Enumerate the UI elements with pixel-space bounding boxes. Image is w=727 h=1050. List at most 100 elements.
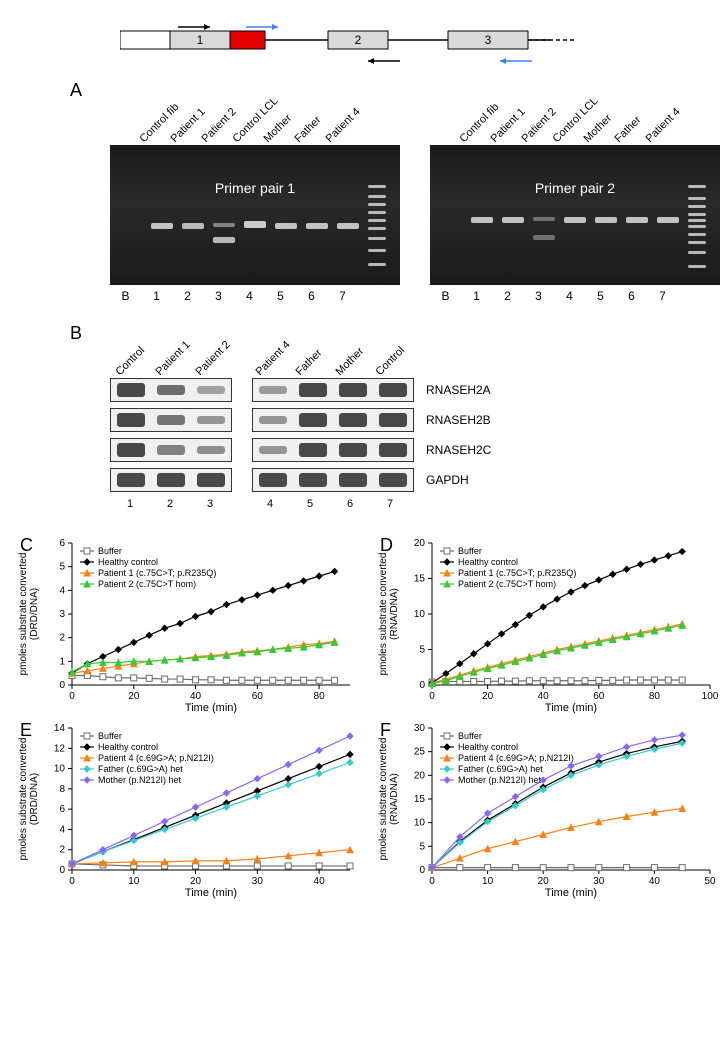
gel-band [502, 217, 524, 223]
blot-lane-label: Control [114, 344, 148, 378]
lane-number: 4 [234, 289, 265, 303]
blot-row: RNASEH2A [110, 378, 717, 402]
svg-text:Time (min): Time (min) [545, 887, 597, 899]
panel-b: B ControlPatient 1Patient 2 Patient 4Fat… [10, 323, 717, 535]
blot-lane-label: Patient 2 [194, 339, 233, 378]
svg-text:Healthy control: Healthy control [458, 557, 518, 567]
svg-text:Patient 2 (c.75C>T hom): Patient 2 (c.75C>T hom) [98, 579, 196, 589]
lane-number: 6 [616, 289, 647, 303]
svg-text:6: 6 [59, 538, 65, 549]
blot-row-label: GAPDH [426, 473, 469, 487]
lane-number: 1 [141, 289, 172, 303]
svg-text:pmoles substrate converted: pmoles substrate converted [378, 738, 389, 861]
svg-text:0: 0 [419, 865, 425, 876]
svg-text:0: 0 [429, 876, 435, 887]
svg-text:Time (min): Time (min) [545, 702, 597, 714]
svg-text:15: 15 [414, 574, 426, 585]
gel-band [626, 217, 648, 223]
blot-lane-label: Patient 4 [254, 339, 293, 378]
svg-text:0: 0 [59, 680, 65, 691]
svg-text:8: 8 [59, 784, 65, 795]
svg-text:5: 5 [419, 645, 425, 656]
svg-text:Patient 4 (c.69G>A; p.N212I): Patient 4 (c.69G>A; p.N212I) [458, 753, 574, 763]
lane-number: 5 [265, 289, 296, 303]
svg-text:15: 15 [414, 794, 426, 805]
lane-number: 5 [585, 289, 616, 303]
svg-text:40: 40 [649, 876, 661, 887]
blot-lane-label: Father [294, 347, 325, 378]
gel-2-title: Primer pair 2 [430, 180, 720, 196]
svg-text:20: 20 [414, 538, 426, 549]
svg-text:(DRD/DNA): (DRD/DNA) [29, 588, 40, 640]
lane-number: 4 [554, 289, 585, 303]
blot-lane-number: 3 [190, 498, 230, 510]
blot-row: RNASEH2C [110, 438, 717, 462]
lane-label: Father [293, 114, 324, 145]
svg-text:4: 4 [59, 824, 65, 835]
blot-lane-number: 5 [290, 498, 330, 510]
chart-f: F 01020304050051015202530Time (min)pmole… [370, 720, 720, 900]
gel-band [213, 237, 235, 243]
svg-text:0: 0 [419, 680, 425, 691]
svg-text:Time (min): Time (min) [185, 887, 237, 899]
panel-a: A Control fibPatient 1Patient 2Control L… [10, 80, 717, 323]
blot-lane-number: 2 [150, 498, 190, 510]
svg-text:pmoles substrate converted: pmoles substrate converted [18, 738, 29, 861]
blot-lane-label: Mother [334, 345, 367, 378]
gel-band [595, 217, 617, 223]
gel-band [213, 223, 235, 227]
lane-label: Patient 4 [644, 106, 683, 145]
svg-text:40: 40 [190, 691, 202, 702]
blot-lane-numbers: 123 4567 [110, 498, 717, 510]
gel-band [151, 223, 173, 229]
svg-text:Patient 1 (c.75C>T; p.R235Q): Patient 1 (c.75C>T; p.R235Q) [458, 568, 576, 578]
svg-text:5: 5 [419, 841, 425, 852]
blot-lane-number: 6 [330, 498, 370, 510]
gel-band [306, 223, 328, 229]
gel-1-title: Primer pair 1 [110, 180, 400, 196]
charts-grid: C 0204060800123456Time (min)pmoles subst… [10, 535, 717, 900]
chart-e: E 01020304002468101214Time (min)pmoles s… [10, 720, 360, 900]
svg-text:(DRD/DNA): (DRD/DNA) [29, 773, 40, 825]
svg-text:pmoles substrate converted: pmoles substrate converted [18, 553, 29, 676]
lane-number: 2 [172, 289, 203, 303]
lane-number: 3 [523, 289, 554, 303]
chart-d: D 02040608010005101520Time (min)pmoles s… [370, 535, 720, 715]
svg-text:10: 10 [54, 764, 66, 775]
figure-page: 123 A Control fibPatient 1Patient 2Contr… [10, 10, 717, 900]
blot-lane-number: 4 [250, 498, 290, 510]
svg-text:(RNA/DNA): (RNA/DNA) [389, 588, 400, 640]
svg-text:Healthy control: Healthy control [458, 742, 518, 752]
svg-text:Patient 1 (c.75C>T; p.R235Q): Patient 1 (c.75C>T; p.R235Q) [98, 568, 216, 578]
gel-band [471, 217, 493, 223]
gel-band [533, 217, 555, 221]
svg-text:Father (c.69G>A) het: Father (c.69G>A) het [98, 764, 183, 774]
lane-number: 7 [647, 289, 678, 303]
gel-1: Control fibPatient 1Patient 2Control LCL… [110, 80, 400, 303]
svg-text:50: 50 [704, 876, 716, 887]
gel-band [657, 217, 679, 223]
blot-lane-number: 7 [370, 498, 410, 510]
svg-text:80: 80 [314, 691, 326, 702]
svg-text:Patient 4 (c.69G>A; p.N212I): Patient 4 (c.69G>A; p.N212I) [98, 753, 214, 763]
gel-band [182, 223, 204, 229]
svg-text:14: 14 [54, 723, 66, 734]
svg-text:0: 0 [59, 865, 65, 876]
svg-text:2: 2 [59, 845, 65, 856]
blot-row: GAPDH [110, 468, 717, 492]
svg-text:25: 25 [414, 747, 426, 758]
svg-text:60: 60 [252, 691, 264, 702]
gel-band [275, 223, 297, 229]
svg-text:Father (c.69G>A) het: Father (c.69G>A) het [458, 764, 543, 774]
svg-text:Time (min): Time (min) [185, 702, 237, 714]
blot-lane-label: Patient 1 [154, 339, 193, 378]
blot-lane-number: 1 [110, 498, 150, 510]
svg-text:10: 10 [414, 818, 426, 829]
svg-text:Mother (p.N212I) het: Mother (p.N212I) het [458, 775, 542, 785]
chart-c: C 0204060800123456Time (min)pmoles subst… [10, 535, 360, 715]
gel-band [533, 235, 555, 240]
svg-text:2: 2 [59, 633, 65, 644]
svg-text:(RNA/DNA): (RNA/DNA) [389, 773, 400, 825]
svg-text:Healthy control: Healthy control [98, 557, 158, 567]
lane-number: 2 [492, 289, 523, 303]
